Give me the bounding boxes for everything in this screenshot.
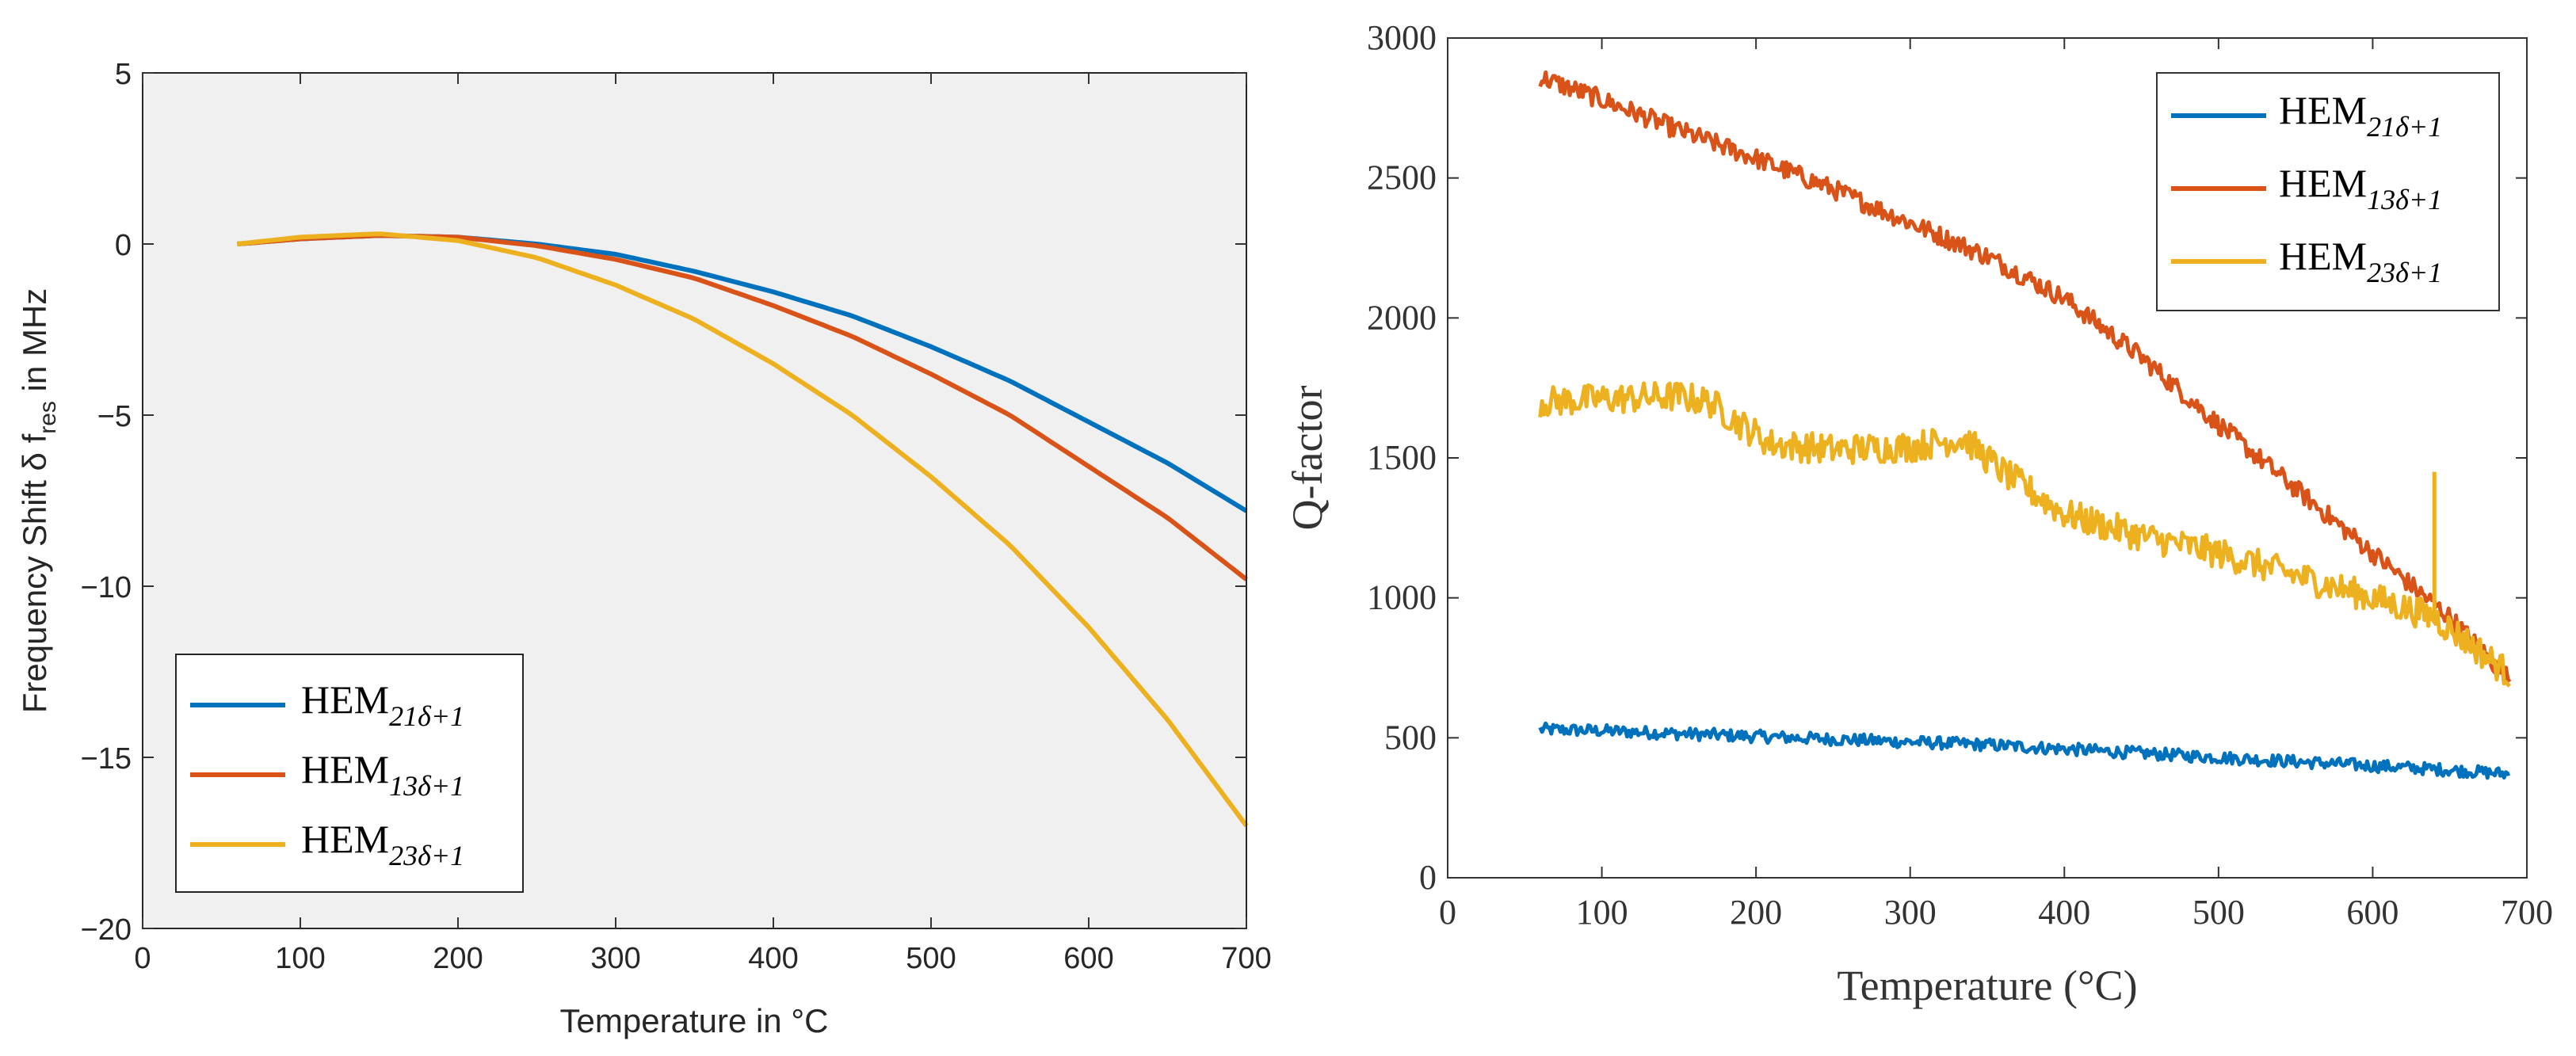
left-y-axis-label-sub: res xyxy=(35,401,61,434)
right-x-axis-label: Temperature (°C) xyxy=(1837,962,2137,1009)
left-x-tick-label-3: 300 xyxy=(590,942,640,975)
left-legend: HEM21δ+1 HEM13δ+1 HEM23δ+1 xyxy=(175,654,524,893)
right-y-tick-label-4: 2000 xyxy=(1367,298,1437,337)
left-series-line-2 xyxy=(237,231,1249,828)
right-x-tick-label-4: 400 xyxy=(2038,893,2090,932)
left-y-tick-label-4: 0 xyxy=(115,229,132,262)
left-chart: 0 100 200 300 400 500 600 700 −20 −15 −10 −5 0 5 Tem… xyxy=(16,58,1272,1039)
left-x-tick-label-4: 400 xyxy=(748,942,798,975)
left-y-tick-label-3: −5 xyxy=(97,400,132,433)
left-y-axis-label: Frequency Shift δ fres in MHz xyxy=(16,288,61,714)
right-y-tick-label-3: 1500 xyxy=(1367,438,1437,477)
right-chart: 0 100 200 300 400 500 600 700 0 500 1000 1500 2000 2… xyxy=(1284,18,2553,1009)
right-x-tick-label-3: 300 xyxy=(1884,893,1937,932)
left-legend-label-2: HEM23δ+1 xyxy=(301,817,464,871)
left-y-tick-label-1: −15 xyxy=(81,742,132,776)
left-x-tick-label-2: 200 xyxy=(433,942,483,975)
right-y-tick-label-2: 1000 xyxy=(1367,578,1437,617)
left-y-axis-label-main: Frequency Shift δ f xyxy=(16,433,53,713)
left-y-tick-label-5: 5 xyxy=(115,58,132,91)
right-y-tick-label-6: 3000 xyxy=(1367,18,1437,57)
right-x-tick-label-0: 0 xyxy=(1439,893,1456,932)
left-y-ticks: −20 −15 −10 −5 0 5 xyxy=(81,58,1246,947)
right-y-ticks: 0 500 1000 1500 2000 2500 3000 xyxy=(1367,18,2527,897)
left-x-axis-label: Temperature in °C xyxy=(560,1002,829,1039)
left-x-ticks: 0 100 200 300 400 500 600 700 xyxy=(134,73,1272,975)
left-y-axis-label-suffix: in MHz xyxy=(16,288,53,401)
left-y-tick-label-2: −10 xyxy=(81,571,132,604)
left-x-tick-label-6: 600 xyxy=(1063,942,1113,975)
right-y-tick-label-5: 2500 xyxy=(1367,158,1437,197)
left-y-tick-label-0: −20 xyxy=(81,913,132,947)
right-x-tick-label-6: 600 xyxy=(2346,893,2399,932)
left-legend-label-1: HEM13δ+1 xyxy=(301,747,464,802)
right-x-ticks: 0 100 200 300 400 500 600 700 xyxy=(1439,38,2553,932)
right-y-axis-label: Q-factor xyxy=(1284,386,1331,531)
right-x-tick-label-7: 700 xyxy=(2501,893,2553,932)
right-legend: HEM21δ+1 HEM13δ+1 HEM23δ+1 xyxy=(2156,72,2500,311)
left-series-group xyxy=(237,231,1249,828)
left-x-tick-label-1: 100 xyxy=(275,942,325,975)
right-legend-label-1: HEM13δ+1 xyxy=(2279,161,2442,215)
right-series-line-0 xyxy=(1538,721,2511,780)
right-series-line-2 xyxy=(1538,381,2512,688)
right-legend-label-0: HEM21δ+1 xyxy=(2279,88,2442,143)
right-y-tick-label-0: 0 xyxy=(1419,858,1437,897)
right-legend-label-2: HEM23δ+1 xyxy=(2279,234,2442,288)
left-plot-frame xyxy=(142,72,1247,929)
left-x-tick-label-0: 0 xyxy=(134,942,151,975)
right-x-tick-label-2: 200 xyxy=(1730,893,1782,932)
right-x-tick-label-5: 500 xyxy=(2192,893,2245,932)
right-legend-box xyxy=(2156,72,2500,311)
right-y-tick-label-1: 500 xyxy=(1384,718,1437,757)
left-legend-label-0: HEM21δ+1 xyxy=(301,677,464,732)
right-series-group xyxy=(1538,70,2512,780)
right-series-line-1 xyxy=(1538,70,2512,685)
right-x-tick-label-1: 100 xyxy=(1576,893,1628,932)
left-x-tick-label-5: 500 xyxy=(906,942,956,975)
left-x-tick-label-7: 700 xyxy=(1221,942,1271,975)
